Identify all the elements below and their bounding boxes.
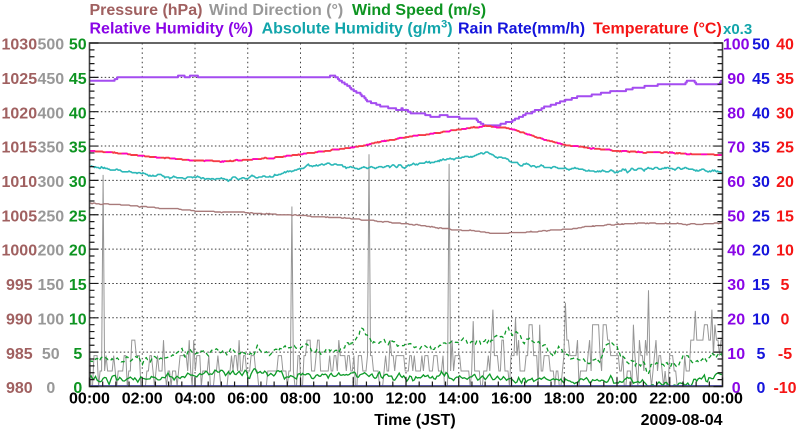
svg-text:40: 40	[776, 37, 794, 54]
svg-text:60: 60	[727, 174, 745, 191]
svg-text:985: 985	[6, 346, 33, 363]
svg-text:08:00: 08:00	[280, 391, 321, 408]
svg-text:1015: 1015	[2, 140, 38, 157]
svg-text:80: 80	[727, 105, 745, 122]
svg-text:30: 30	[69, 174, 87, 191]
svg-text:90: 90	[727, 71, 745, 88]
svg-text:1030: 1030	[2, 37, 38, 54]
svg-text:0: 0	[73, 380, 82, 397]
svg-text:100: 100	[723, 37, 750, 54]
svg-text:10: 10	[776, 243, 794, 260]
svg-text:35: 35	[752, 140, 770, 157]
svg-text:50: 50	[752, 37, 770, 54]
svg-text:2009-08-04: 2009-08-04	[641, 412, 723, 429]
svg-text:20: 20	[727, 311, 745, 328]
svg-text:Wind Speed (m/s): Wind Speed (m/s)	[352, 2, 486, 19]
svg-text:1010: 1010	[2, 174, 38, 191]
svg-text:18:00: 18:00	[544, 391, 585, 408]
svg-text:40: 40	[752, 105, 770, 122]
svg-text:1025: 1025	[2, 71, 38, 88]
svg-text:-5: -5	[778, 346, 792, 363]
svg-text:0: 0	[46, 380, 55, 397]
svg-text:350: 350	[37, 140, 64, 157]
svg-text:10: 10	[69, 311, 87, 328]
svg-text:25: 25	[776, 140, 794, 157]
svg-text:15: 15	[69, 277, 87, 294]
svg-text:30: 30	[776, 105, 794, 122]
svg-text:10: 10	[727, 346, 745, 363]
svg-text:1020: 1020	[2, 105, 38, 122]
svg-text:150: 150	[37, 277, 64, 294]
svg-text:500: 500	[37, 37, 64, 54]
svg-text:70: 70	[727, 140, 745, 157]
svg-text:16:00: 16:00	[491, 391, 532, 408]
svg-text:25: 25	[752, 208, 770, 225]
svg-text:06:00: 06:00	[227, 391, 268, 408]
svg-text:20: 20	[752, 243, 770, 260]
svg-text:40: 40	[69, 105, 87, 122]
svg-text:-10: -10	[773, 380, 796, 397]
svg-text:15: 15	[776, 208, 794, 225]
svg-text:200: 200	[37, 243, 64, 260]
svg-text:300: 300	[37, 174, 64, 191]
svg-text:25: 25	[69, 208, 87, 225]
svg-text:14:00: 14:00	[438, 391, 479, 408]
svg-text:20: 20	[776, 174, 794, 191]
svg-text:400: 400	[37, 105, 64, 122]
svg-text:00:00: 00:00	[702, 391, 743, 408]
svg-text:250: 250	[37, 208, 64, 225]
svg-text:Wind Direction (°): Wind Direction (°)	[209, 2, 343, 19]
svg-text:50: 50	[727, 208, 745, 225]
svg-text:45: 45	[69, 71, 87, 88]
svg-text:30: 30	[727, 277, 745, 294]
svg-text:Time (JST): Time (JST)	[374, 412, 456, 429]
svg-text:22:00: 22:00	[649, 391, 690, 408]
svg-text:35: 35	[776, 71, 794, 88]
svg-text:5: 5	[73, 346, 82, 363]
svg-text:40: 40	[727, 243, 745, 260]
svg-text:20: 20	[69, 243, 87, 260]
svg-text:Rain Rate(mm/h): Rain Rate(mm/h)	[458, 20, 585, 37]
svg-text:15: 15	[752, 277, 770, 294]
svg-text:x0.3: x0.3	[723, 21, 752, 38]
svg-text:1005: 1005	[2, 208, 38, 225]
svg-text:Temperature (°C): Temperature (°C)	[593, 20, 722, 37]
svg-text:100: 100	[37, 311, 64, 328]
svg-text:Relative Humidity (%): Relative Humidity (%)	[90, 20, 254, 37]
svg-text:450: 450	[37, 71, 64, 88]
svg-text:10: 10	[752, 311, 770, 328]
svg-text:20:00: 20:00	[597, 391, 638, 408]
svg-text:0: 0	[757, 380, 766, 397]
svg-text:10:00: 10:00	[333, 391, 374, 408]
svg-text:Pressure (hPa): Pressure (hPa)	[90, 2, 203, 19]
svg-text:30: 30	[752, 174, 770, 191]
svg-text:Absolute Humidity (g/m3): Absolute Humidity (g/m3)	[262, 18, 453, 37]
svg-text:0: 0	[781, 311, 790, 328]
svg-text:990: 990	[6, 311, 33, 328]
svg-text:12:00: 12:00	[386, 391, 427, 408]
svg-text:995: 995	[6, 277, 33, 294]
svg-text:50: 50	[42, 346, 60, 363]
svg-text:45: 45	[752, 71, 770, 88]
svg-text:04:00: 04:00	[175, 391, 216, 408]
svg-text:5: 5	[757, 346, 766, 363]
svg-text:00:00: 00:00	[69, 391, 110, 408]
svg-text:50: 50	[69, 37, 87, 54]
svg-text:980: 980	[6, 380, 33, 397]
svg-text:02:00: 02:00	[122, 391, 163, 408]
svg-text:5: 5	[781, 277, 790, 294]
svg-text:35: 35	[69, 140, 87, 157]
svg-text:0: 0	[732, 380, 741, 397]
svg-text:1000: 1000	[2, 243, 38, 260]
